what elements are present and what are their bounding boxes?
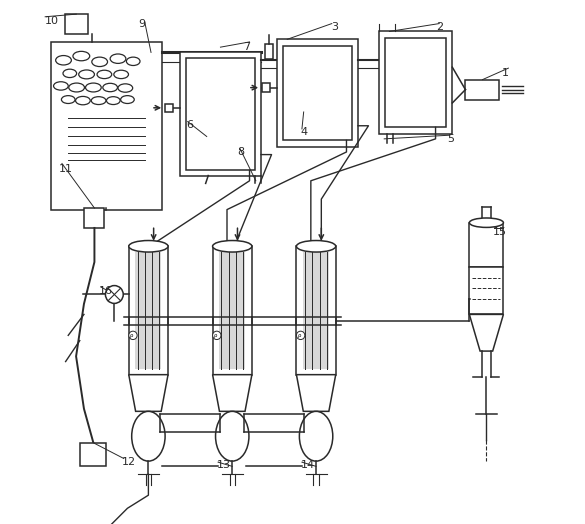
Text: 7: 7	[243, 42, 250, 52]
Circle shape	[297, 331, 305, 340]
Ellipse shape	[469, 218, 504, 227]
Text: 12: 12	[122, 457, 136, 467]
Ellipse shape	[132, 411, 165, 461]
Bar	[80, 443, 106, 466]
Text: 9: 9	[138, 18, 145, 29]
Bar	[265, 44, 273, 59]
Bar	[379, 31, 452, 134]
Polygon shape	[297, 375, 336, 411]
Text: 10: 10	[45, 16, 59, 26]
Ellipse shape	[297, 241, 336, 252]
Circle shape	[129, 331, 137, 340]
Ellipse shape	[300, 411, 333, 461]
Bar	[297, 246, 336, 375]
Text: 4: 4	[300, 127, 308, 137]
Ellipse shape	[110, 54, 126, 63]
Bar	[51, 42, 161, 210]
Ellipse shape	[212, 241, 252, 252]
Text: 15: 15	[493, 226, 507, 237]
Bar	[469, 267, 504, 314]
Ellipse shape	[114, 70, 129, 79]
Ellipse shape	[97, 70, 112, 79]
Text: 2: 2	[436, 22, 444, 32]
Ellipse shape	[215, 411, 249, 461]
Circle shape	[212, 331, 221, 340]
Text: 13: 13	[216, 460, 230, 470]
Ellipse shape	[126, 57, 140, 66]
Bar	[64, 14, 88, 34]
Ellipse shape	[85, 83, 101, 92]
Bar	[180, 52, 261, 176]
Ellipse shape	[103, 83, 118, 92]
Polygon shape	[212, 375, 252, 411]
Ellipse shape	[91, 96, 106, 104]
Bar	[469, 223, 504, 267]
Ellipse shape	[56, 56, 71, 65]
Bar	[129, 246, 168, 375]
Bar	[136, 252, 161, 369]
Text: 5: 5	[447, 134, 454, 144]
Text: ρ: ρ	[214, 333, 217, 338]
Bar	[466, 80, 500, 100]
Text: ρ: ρ	[297, 333, 301, 338]
Ellipse shape	[61, 95, 75, 103]
Bar	[212, 246, 252, 375]
Text: 16: 16	[99, 286, 113, 296]
Bar	[262, 83, 270, 92]
Bar	[165, 104, 173, 112]
Text: 11: 11	[59, 163, 73, 174]
Bar	[277, 39, 358, 147]
Ellipse shape	[73, 51, 90, 61]
Ellipse shape	[69, 83, 84, 92]
Bar	[386, 38, 446, 127]
Circle shape	[105, 286, 123, 303]
Polygon shape	[469, 314, 504, 351]
Text: 1: 1	[502, 68, 509, 79]
Ellipse shape	[75, 96, 90, 105]
Polygon shape	[129, 375, 168, 411]
Ellipse shape	[63, 69, 77, 78]
Bar	[219, 252, 245, 369]
Text: ρ: ρ	[130, 333, 133, 338]
Text: 3: 3	[331, 22, 338, 32]
Text: 6: 6	[187, 119, 194, 130]
Ellipse shape	[129, 241, 168, 252]
Bar	[186, 58, 255, 170]
Ellipse shape	[54, 82, 68, 90]
Ellipse shape	[92, 57, 108, 67]
Bar	[283, 46, 352, 140]
Bar	[84, 208, 104, 228]
Text: 14: 14	[300, 460, 315, 470]
Ellipse shape	[106, 96, 120, 104]
Ellipse shape	[121, 95, 134, 103]
Ellipse shape	[79, 70, 94, 79]
Text: 8: 8	[238, 147, 245, 157]
Ellipse shape	[118, 84, 133, 92]
Bar	[303, 252, 329, 369]
